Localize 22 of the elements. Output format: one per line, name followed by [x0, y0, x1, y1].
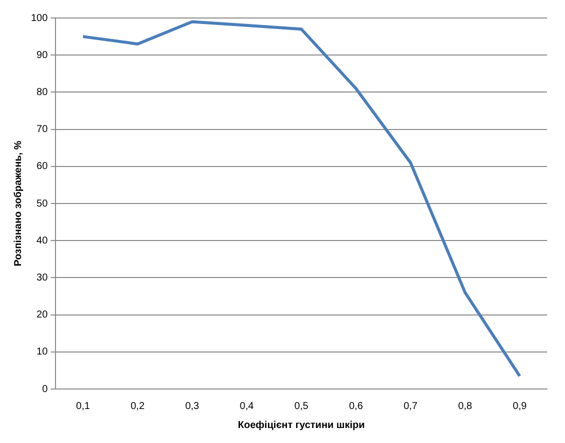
- y-tick-label: 10: [36, 346, 48, 358]
- x-tick-label: 0,8: [458, 400, 472, 412]
- y-tick-label: 50: [36, 198, 48, 210]
- y-tick-label: 70: [36, 124, 48, 136]
- x-tick-label: 0,7: [404, 400, 418, 412]
- x-tick-label: 0,2: [130, 400, 145, 412]
- x-tick-label: 0,1: [76, 400, 90, 412]
- y-tick-label: 60: [36, 161, 48, 172]
- x-tick-label: 0,4: [240, 400, 254, 412]
- x-tick-label: 0,9: [512, 400, 528, 412]
- x-axis-title: Коефіцієнт густини шкіри: [238, 420, 365, 431]
- y-tick-label: 20: [36, 310, 48, 321]
- y-tick-label: 100: [30, 12, 48, 24]
- y-tick-label: 0: [42, 384, 48, 395]
- y-tick-label: 40: [36, 235, 48, 246]
- x-tick-label: 0,3: [185, 400, 200, 412]
- y-tick-label: 30: [36, 272, 48, 284]
- x-tick-label: 0,5: [294, 400, 309, 412]
- y-axis-title: Розпізнано зображень, %: [12, 140, 24, 266]
- y-tick-label: 80: [36, 86, 48, 98]
- x-tick-label: 0,6: [348, 400, 364, 412]
- y-tick-label: 90: [36, 50, 48, 61]
